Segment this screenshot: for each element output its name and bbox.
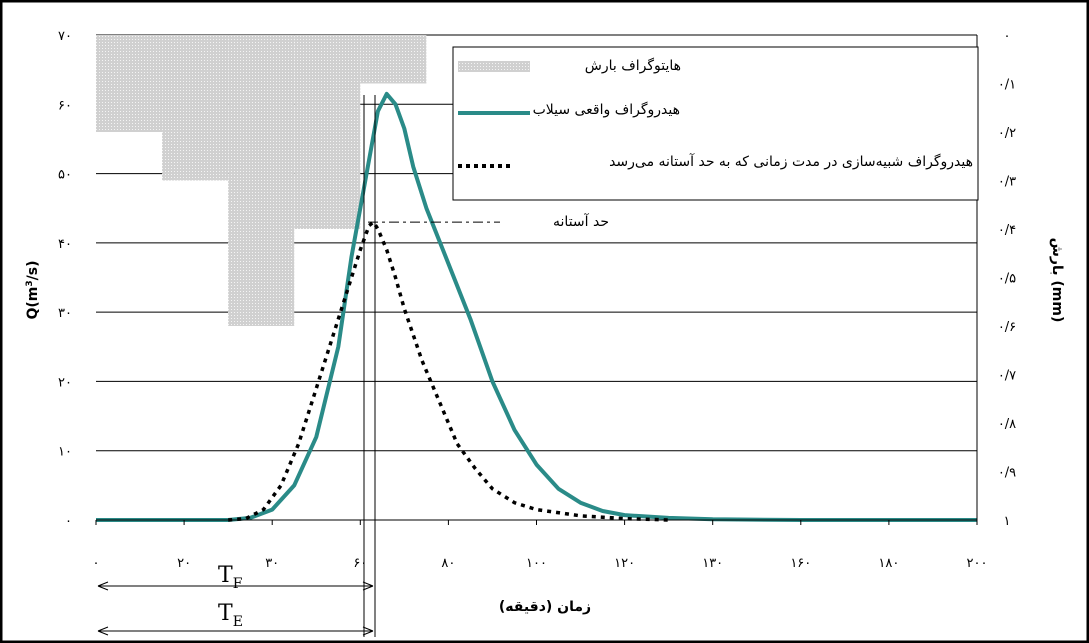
x-tick-label: ۱۳۰ [702, 556, 723, 571]
tf-arrow-head-right [362, 581, 374, 591]
y-right-tick-label: ۰/۴ [998, 223, 1016, 238]
x-tick-label: ۸۰ [441, 556, 455, 571]
threshold-label: حد آستانه [553, 213, 609, 230]
series-lines [96, 91, 977, 522]
y-right-tick-label: ۰/۸ [998, 417, 1016, 432]
y-right-title: بارش (mm) [1049, 238, 1065, 323]
rain-bar [96, 35, 163, 132]
x-tick-label: ۶۰ [353, 556, 367, 571]
y-right-tick-label: ۱ [1004, 514, 1011, 529]
legend: هایتوگراف بارش هیدروگراف واقعی سیلاب هید… [452, 46, 979, 201]
y-right-tick-label: ۰/۲ [998, 126, 1016, 141]
tf-arrow-head-left [97, 581, 109, 591]
y-left-tick-label: ۳۰ [58, 306, 72, 321]
x-tick-label: ۱۶۰ [790, 556, 811, 571]
y-right-tick-label: ۰ [1004, 29, 1011, 44]
rain-bar [294, 35, 361, 229]
legend-rain-label: هایتوگراف بارش [585, 57, 681, 74]
y-right-tick-label: ۰/۳ [998, 175, 1016, 190]
y-left-tick-label: ۱۰ [58, 445, 72, 460]
legend-rain-swatch [458, 61, 530, 72]
y-left-tick-label: ۰ [65, 514, 72, 529]
tf-label: TF [218, 563, 243, 592]
tick-labels: ۰ ۲۰ ۳۰ ۶۰ ۸۰ ۱۰۰ ۱۲۰ ۱۳۰ ۱۶۰ ۱۸۰ ۲۰۰۰۱۰۲۰۳۰۴۰۵۰۶۰… [58, 29, 1016, 571]
x-axis-title: زمان (دقیقه) [499, 599, 591, 615]
x-tick-label: ۲۰ [177, 556, 191, 571]
y-left-title: Q(m3/s) [25, 260, 41, 319]
rain-bar [360, 35, 427, 84]
y-right-tick-label: ۰/۵ [998, 272, 1016, 287]
te-label: TE [218, 601, 243, 630]
y-right-tick-label: ۰/۱ [998, 78, 1016, 93]
te-arrow-head-right [362, 626, 374, 636]
legend-simulated-label: هیدروگراف شبیه‌سازی در مدت زمانی که به ح… [609, 153, 973, 170]
rainfall-bars [96, 35, 427, 326]
x-tick-label: ۲۰۰ [967, 556, 988, 571]
x-tick-label: ۳۰ [265, 556, 279, 571]
y-right-tick-label: ۰/۹ [998, 466, 1016, 481]
legend-observed-label: هیدروگراف واقعی سیلاب [533, 101, 680, 118]
threshold: حد آستانه [368, 213, 609, 230]
y-left-tick-label: ۲۰ [58, 375, 72, 390]
x-tick-label: ۱۸۰ [878, 556, 899, 571]
y-left-tick-label: ۵۰ [58, 168, 72, 183]
y-left-tick-label: ۴۰ [58, 237, 72, 252]
x-tick-label: ۱۲۰ [614, 556, 635, 571]
rain-bar [228, 35, 295, 326]
te-arrow-head-left [97, 626, 109, 636]
x-tick-label: ۰ [93, 556, 100, 571]
x-tick-label: ۱۰۰ [526, 556, 547, 571]
y-left-tick-label: ۶۰ [58, 98, 72, 113]
rain-bar [162, 35, 229, 181]
y-left-tick-label: ۷۰ [58, 29, 72, 44]
simulated-hydrograph-line [228, 220, 669, 522]
observed-hydrograph-line [96, 91, 977, 522]
legend-box [452, 46, 979, 201]
y-right-tick-label: ۰/۶ [998, 320, 1016, 335]
y-right-tick-label: ۰/۷ [998, 369, 1016, 384]
time-annotations: TF TE [97, 95, 376, 637]
